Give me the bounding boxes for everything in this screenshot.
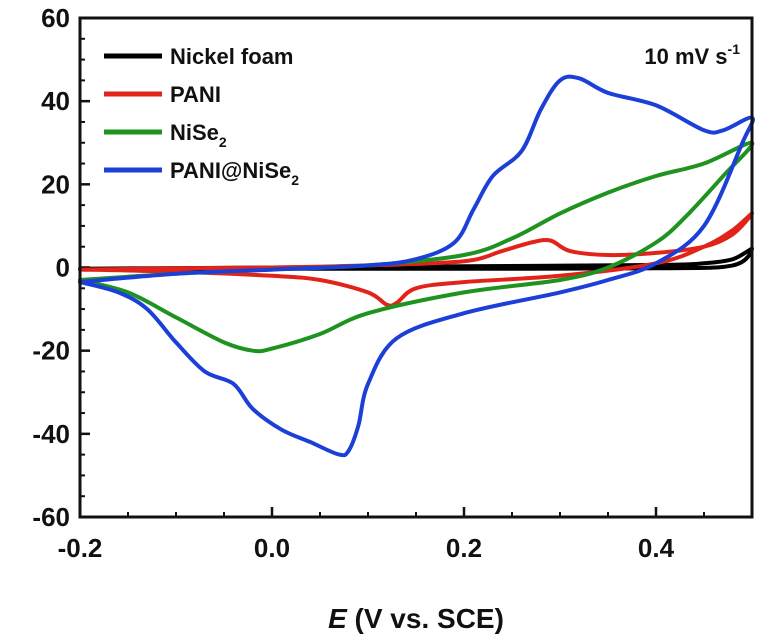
y-tick-label: 20 [41, 169, 70, 199]
legend-label-pani-nise2: PANI@NiSe2 [170, 158, 299, 188]
scan-rate-annotation: 10 mV s-1 [644, 41, 740, 69]
legend: Nickel foam PANI NiSe2 PANI@NiSe2 [104, 44, 299, 188]
y-tick-label: -60 [32, 502, 70, 532]
y-tick-label: 0 [56, 253, 70, 283]
x-tick-label: 0.2 [446, 533, 482, 563]
legend-label-nise2: NiSe2 [170, 120, 227, 150]
y-tick-label: 60 [41, 3, 70, 33]
x-tick-label: -0.2 [58, 533, 103, 563]
x-tick-label: 0.4 [638, 533, 675, 563]
plot-frame [78, 16, 754, 519]
y-tick-label: 40 [41, 86, 70, 116]
x-tick-label: 0.0 [254, 533, 290, 563]
legend-label-pani: PANI [170, 82, 221, 107]
y-tick-label: -20 [32, 336, 70, 366]
legend-label-nickel-foam: Nickel foam [170, 44, 294, 69]
tick-labels: -60 -40 -20 0 20 40 60 -0.2 0.0 0.2 0.4 [32, 3, 674, 563]
x-axis-label: E (V vs. SCE) [328, 603, 504, 634]
series-line-pani-nise2 [78, 74, 755, 458]
series-line-nise2 [78, 140, 755, 354]
y-tick-label: -40 [32, 419, 70, 449]
series-layer [78, 74, 755, 458]
